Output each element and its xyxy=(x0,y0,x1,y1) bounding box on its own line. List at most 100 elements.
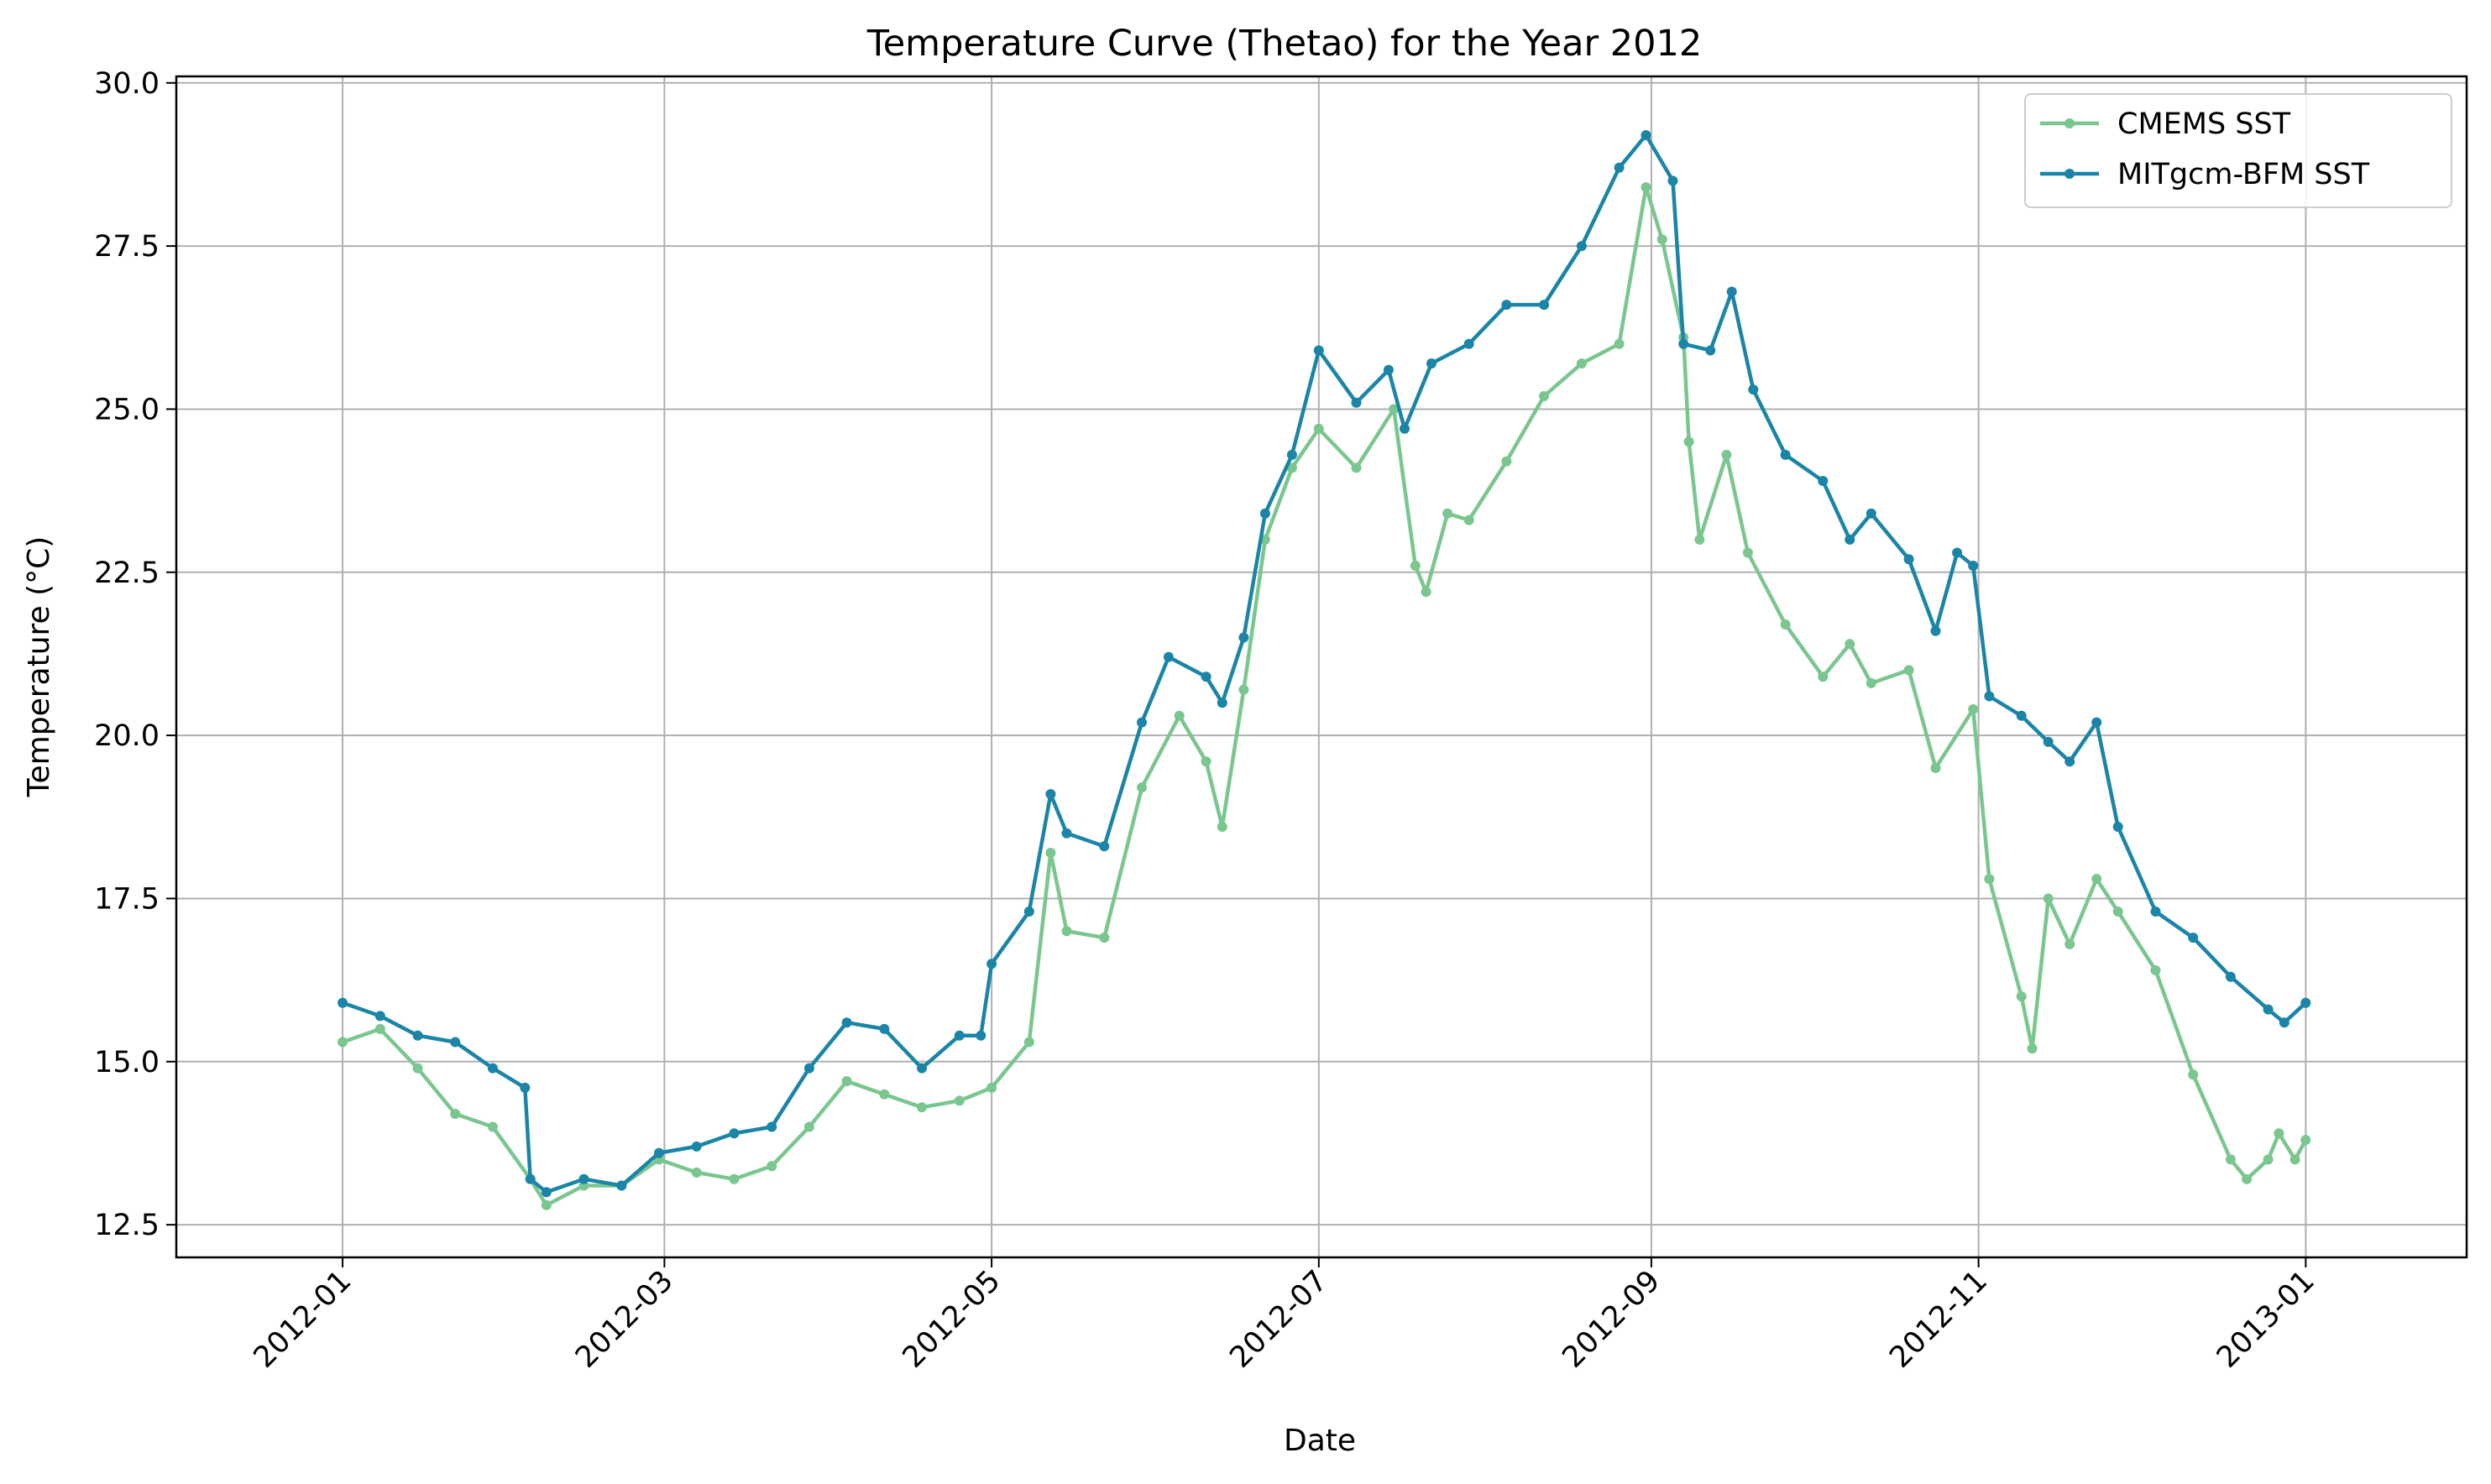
data-point xyxy=(2263,1154,2274,1165)
data-point xyxy=(525,1173,536,1184)
data-point xyxy=(616,1180,627,1191)
data-point xyxy=(338,1037,348,1048)
data-point xyxy=(803,1063,814,1074)
data-point xyxy=(1201,671,1211,682)
series-line xyxy=(342,133,2307,1194)
data-point xyxy=(1641,130,1651,140)
data-point xyxy=(1952,547,1963,558)
data-point xyxy=(2300,997,2311,1008)
data-point xyxy=(1061,926,1072,937)
y-axis-title: Temperature (°C) xyxy=(22,536,56,798)
data-point xyxy=(1641,182,1651,193)
data-point xyxy=(1389,404,1400,415)
data-point xyxy=(1259,508,1270,519)
data-point xyxy=(1656,234,1667,245)
data-point xyxy=(1968,561,1979,571)
data-point xyxy=(1286,462,1297,473)
data-point xyxy=(1238,632,1249,643)
data-point xyxy=(2300,1135,2311,1146)
x-tick-label: 2012-09 xyxy=(1557,1264,1667,1375)
data-point xyxy=(1313,345,1324,356)
data-point xyxy=(1351,397,1362,408)
data-point xyxy=(1742,547,1753,558)
data-point xyxy=(412,1030,423,1041)
data-point xyxy=(654,1147,664,1158)
data-point xyxy=(374,1023,385,1034)
data-point xyxy=(1045,848,1056,858)
data-point xyxy=(1780,449,1791,460)
legend-box xyxy=(2024,93,2452,208)
data-point xyxy=(1818,671,1829,682)
data-point xyxy=(1286,449,1297,460)
data-point xyxy=(338,997,348,1008)
data-point xyxy=(691,1167,702,1178)
data-point xyxy=(2279,1017,2290,1028)
data-point xyxy=(520,1082,531,1093)
data-point xyxy=(1780,619,1791,630)
data-point xyxy=(2043,736,2054,747)
data-point xyxy=(541,1199,552,1210)
data-point xyxy=(2112,907,2123,917)
data-point xyxy=(2043,893,2054,904)
data-point xyxy=(803,1121,814,1132)
data-point xyxy=(1463,515,1474,525)
data-point xyxy=(1818,476,1829,486)
data-point xyxy=(1845,639,1855,650)
data-point xyxy=(1930,763,1941,773)
x-axis-title: Date xyxy=(1284,1424,1356,1458)
y-tick-label: 22.5 xyxy=(94,556,160,590)
data-point xyxy=(1201,756,1211,767)
data-point xyxy=(879,1023,890,1034)
x-tick-label: 2012-01 xyxy=(248,1264,358,1375)
data-point xyxy=(374,1011,385,1022)
chart-title: Temperature Curve (Thetao) for the Year … xyxy=(866,23,1702,65)
data-point xyxy=(954,1095,965,1106)
data-point xyxy=(1463,338,1474,349)
data-point xyxy=(1984,874,1995,885)
data-point xyxy=(2112,822,2123,832)
data-point xyxy=(1984,691,1995,702)
data-point xyxy=(1748,384,1759,395)
data-point xyxy=(2064,756,2075,767)
data-point xyxy=(986,959,997,969)
data-point xyxy=(1614,162,1625,173)
data-point xyxy=(1238,684,1249,695)
data-point xyxy=(2027,1043,2038,1054)
x-tick-label: 2013-01 xyxy=(2211,1264,2321,1375)
data-point xyxy=(412,1063,423,1074)
data-point xyxy=(2150,965,2161,975)
data-point xyxy=(1174,710,1185,721)
data-point xyxy=(2188,933,2199,943)
legend-label: CMEMS SST xyxy=(2117,107,2291,141)
series-mitgcm-bfm-sst xyxy=(338,130,2311,1198)
data-point xyxy=(1866,677,1876,688)
data-point xyxy=(986,1082,997,1093)
data-point xyxy=(1683,436,1694,447)
series-layer xyxy=(338,130,2311,1210)
data-point xyxy=(1501,456,1512,467)
data-point xyxy=(841,1017,852,1028)
data-point xyxy=(1421,587,1431,598)
data-point xyxy=(1163,651,1174,662)
data-point xyxy=(2150,907,2161,917)
data-point xyxy=(2091,717,2102,728)
data-point xyxy=(2188,1069,2199,1080)
data-point xyxy=(1099,933,1110,943)
data-point xyxy=(1061,828,1072,839)
data-point xyxy=(541,1187,552,1198)
data-point xyxy=(976,1030,986,1041)
data-point xyxy=(1426,358,1437,368)
data-point xyxy=(1217,698,1227,708)
data-point xyxy=(1442,508,1453,519)
data-point xyxy=(2290,1154,2300,1165)
data-point xyxy=(1678,338,1689,349)
data-point xyxy=(1539,390,1550,401)
data-point xyxy=(917,1102,927,1113)
y-tick-label: 17.5 xyxy=(94,882,160,916)
legend-marker xyxy=(2064,169,2075,179)
data-point xyxy=(1099,841,1110,852)
legend-label: MITgcm-BFM SST xyxy=(2117,158,2370,191)
data-point xyxy=(2016,710,2027,721)
data-point xyxy=(1576,358,1587,368)
